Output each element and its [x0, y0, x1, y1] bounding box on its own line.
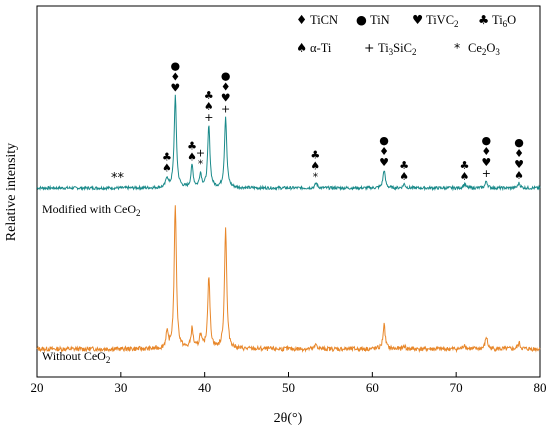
peak-annotation-symbol: ● [482, 134, 492, 147]
peak-annotation-symbol: ♥ [514, 158, 524, 171]
peak-annotation-symbol: + [482, 167, 491, 180]
peak-annotation-symbol: * [313, 170, 319, 183]
peak-annotation-symbol: ♠ [162, 162, 172, 175]
peak-annotations: **♣♠●♦♥♣♠+*♣♠+●♦♥+♣♠*●♦♥ ♣♠♣♠●♦♥+●♦♥♠ [111, 59, 524, 186]
peak-annotation-symbol: ♣ [204, 89, 214, 102]
peak-annotation-symbol: ♥ [170, 81, 180, 94]
legend-symbol: ♥ [412, 12, 423, 27]
peak-annotation-symbol: ♣ [460, 159, 470, 172]
series-line [36, 205, 541, 354]
legend-label: TiCN [310, 13, 338, 27]
peak-annotation-symbol: + [221, 102, 230, 115]
peak-annotation-symbol: ● [379, 134, 389, 147]
peak-annotation-symbol: + [204, 111, 213, 124]
peak-annotation-symbol: ● [221, 69, 231, 82]
legend: ♦ TiCN ● TiN ♥ TiVC2 ♣ Ti6O ♠ α-Ti + Ti3SiC2 * Ce2O3 [296, 12, 516, 57]
y-axis-title: Relative intensity [4, 143, 19, 241]
legend-symbol: ♠ [296, 40, 307, 55]
legend-label: TiN [370, 13, 390, 27]
peak-annotation-symbol: ♦ [170, 70, 180, 83]
legend-label: α-Ti [310, 41, 332, 55]
x-tick-label: 50 [282, 380, 295, 395]
peak-annotation-symbol: ♣ [310, 148, 320, 161]
series-line [36, 94, 541, 192]
x-tick-label: 70 [450, 380, 463, 395]
series-label: Modified with CeO2 [42, 202, 141, 218]
peak-annotation-symbol: ** [111, 171, 125, 186]
peak-annotation-symbol: ♥ [379, 156, 389, 169]
peak-annotation-symbol: ♠ [399, 170, 409, 183]
peak-annotation-symbol: + [196, 146, 205, 159]
peak-annotation-symbol: * [198, 157, 204, 170]
legend-symbol: ♣ [478, 12, 489, 27]
legend-symbol: ● [356, 12, 367, 27]
peak-annotation-symbol: ♦ [481, 145, 491, 158]
x-axis-title: 2θ(°) [274, 411, 303, 426]
x-axis-ticks: 20 30 40 50 60 70 80 [31, 372, 547, 395]
x-tick-label: 20 [31, 380, 44, 395]
x-tick-label: 60 [366, 380, 379, 395]
legend-label: Ce2O3 [468, 41, 500, 57]
peak-annotation-symbol: ♣ [162, 151, 172, 164]
peak-annotation-symbol: ♠ [310, 159, 320, 172]
peak-annotation-symbol: ♦ [379, 145, 389, 158]
peak-annotation-symbol: ● [171, 59, 181, 72]
peak-annotation-symbol: ♥ [481, 156, 491, 169]
peak-annotation-symbol: ♠ [187, 151, 197, 164]
peak-annotation-symbol: ♠ [514, 169, 524, 182]
peak-annotation-symbol: ♠ [204, 100, 214, 113]
peak-annotation-symbol: ♠ [460, 170, 470, 183]
x-tick-label: 40 [198, 380, 211, 395]
legend-symbol: * [454, 40, 460, 55]
plot-frame [36, 5, 541, 378]
x-tick-label: 80 [534, 380, 547, 395]
peak-annotation-symbol: ♥ [221, 91, 231, 104]
legend-symbol: + [364, 40, 374, 55]
peak-annotation-symbol: ● [514, 136, 524, 149]
series-layer [36, 94, 541, 354]
peak-annotation-symbol: ♣ [187, 140, 197, 153]
peak-annotation-symbol: ♦ [221, 80, 231, 93]
peak-annotation-symbol: ♣ [399, 159, 409, 172]
legend-symbol: ♦ [296, 12, 307, 27]
legend-label: Ti3SiC2 [378, 41, 416, 57]
legend-label: Ti6O [492, 13, 516, 29]
x-tick-label: 30 [114, 380, 127, 395]
series-label: Without CeO2 [42, 349, 110, 365]
peak-annotation-symbol: ♦ [514, 147, 524, 160]
legend-label: TiVC2 [426, 13, 459, 29]
series-labels: Modified with CeO2 Without CeO2 [42, 202, 141, 365]
